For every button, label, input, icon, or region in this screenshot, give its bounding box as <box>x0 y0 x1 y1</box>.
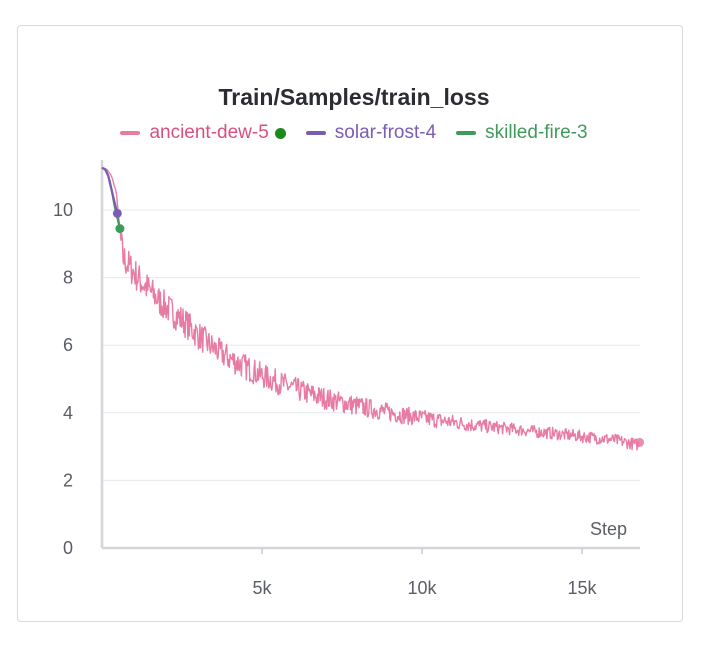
legend-swatch <box>456 131 477 135</box>
y-tick-label: 6 <box>63 335 73 355</box>
series-endpoint-ancient-dew-5 <box>635 437 645 447</box>
legend-item-solar-frost-4[interactable]: solar-frost-4 <box>305 122 437 144</box>
y-tick-label: 10 <box>53 200 73 220</box>
y-tick-label: 0 <box>63 538 73 558</box>
series-line-ancient-dew-5 <box>101 166 640 451</box>
legend-label: solar-frost-4 <box>334 122 437 143</box>
x-tick-label: 15k <box>567 578 597 598</box>
legend-label: ancient-dew-5 <box>149 122 269 143</box>
chart-panel <box>17 25 683 622</box>
legend-swatch <box>305 131 326 135</box>
x-axis-title: Step <box>590 519 627 539</box>
legend: ancient-dew-5 solar-frost-4 skilled-fire… <box>0 122 708 144</box>
legend-item-skilled-fire-3[interactable]: skilled-fire-3 <box>456 122 588 144</box>
x-tick-label: 10k <box>407 578 437 598</box>
x-tick-label: 5k <box>252 578 272 598</box>
legend-swatch <box>120 131 141 135</box>
y-tick-label: 8 <box>63 268 73 288</box>
run-status-dot-icon <box>274 127 286 139</box>
series-endpoint-skilled-fire-3 <box>115 224 125 234</box>
chart-title: Train/Samples/train_loss <box>218 84 490 110</box>
legend-item-ancient-dew-5[interactable]: ancient-dew-5 <box>120 122 286 144</box>
legend-label: skilled-fire-3 <box>485 122 588 143</box>
y-tick-label: 4 <box>63 403 73 423</box>
series-endpoint-solar-frost-4 <box>112 208 122 218</box>
y-tick-label: 2 <box>63 470 73 490</box>
series-line-solar-frost-4 <box>101 166 119 214</box>
